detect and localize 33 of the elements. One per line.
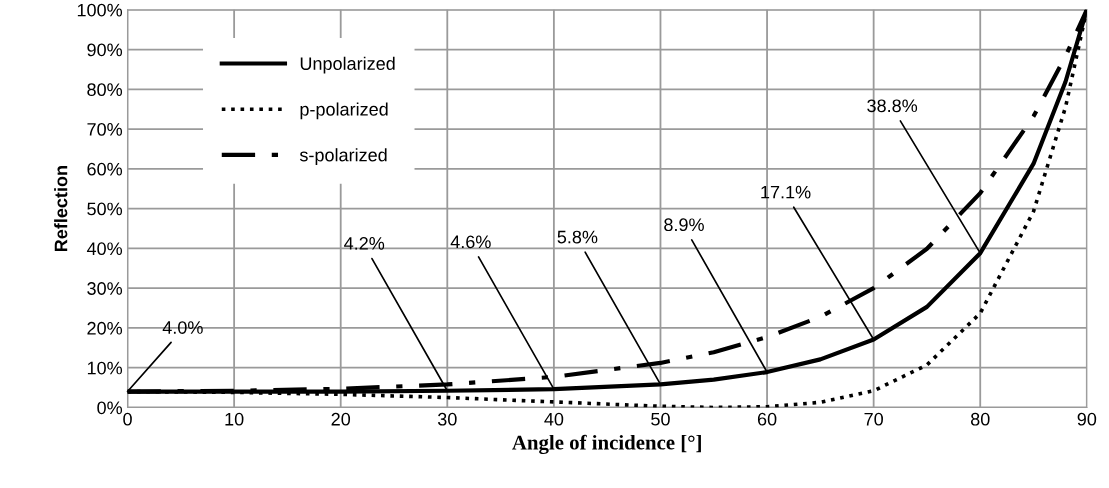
- y-tick-label: 20%: [87, 321, 123, 335]
- y-axis-title: Reflection: [54, 166, 68, 252]
- x-axis-title: Angle of incidence [°]: [512, 434, 701, 454]
- y-tick-label: 0%: [97, 401, 123, 415]
- y-tick-label: 30%: [87, 282, 123, 295]
- annotation: 17.1%: [761, 185, 811, 199]
- x-tick-label: 30: [437, 412, 457, 426]
- y-tick-label: 60%: [87, 162, 123, 176]
- y-tick-label: 80%: [87, 83, 123, 97]
- annotation: 4.2%: [344, 237, 385, 250]
- y-tick-label: 100%: [77, 3, 123, 17]
- y-tick-label: 90%: [87, 43, 123, 57]
- annotation: 5.8%: [557, 230, 598, 244]
- x-tick-label: 60: [757, 412, 777, 426]
- y-tick-label: 10%: [87, 361, 123, 375]
- x-tick-label: 0: [123, 412, 132, 426]
- x-tick-label: 80: [970, 412, 990, 426]
- annotation: 8.9%: [664, 218, 704, 232]
- annotation: 4.6%: [450, 235, 491, 249]
- y-tick-label: 50%: [87, 202, 123, 216]
- legend-label: p-polarized: [300, 102, 388, 120]
- legend-label: s-polarized: [299, 148, 387, 165]
- x-tick-label: 50: [651, 412, 670, 426]
- y-tick-label: 70%: [87, 123, 123, 136]
- x-tick-label: 90: [1077, 412, 1097, 426]
- x-tick-label: 20: [331, 412, 351, 426]
- annotation: 4.0%: [162, 321, 203, 334]
- x-tick-label: 10: [225, 412, 244, 426]
- x-tick-label: 40: [544, 412, 564, 426]
- x-tick-label: 70: [864, 412, 883, 426]
- y-tick-label: 40%: [86, 242, 123, 256]
- annotation: 38.8%: [867, 99, 918, 113]
- legend-label: Unpolarized: [300, 56, 395, 74]
